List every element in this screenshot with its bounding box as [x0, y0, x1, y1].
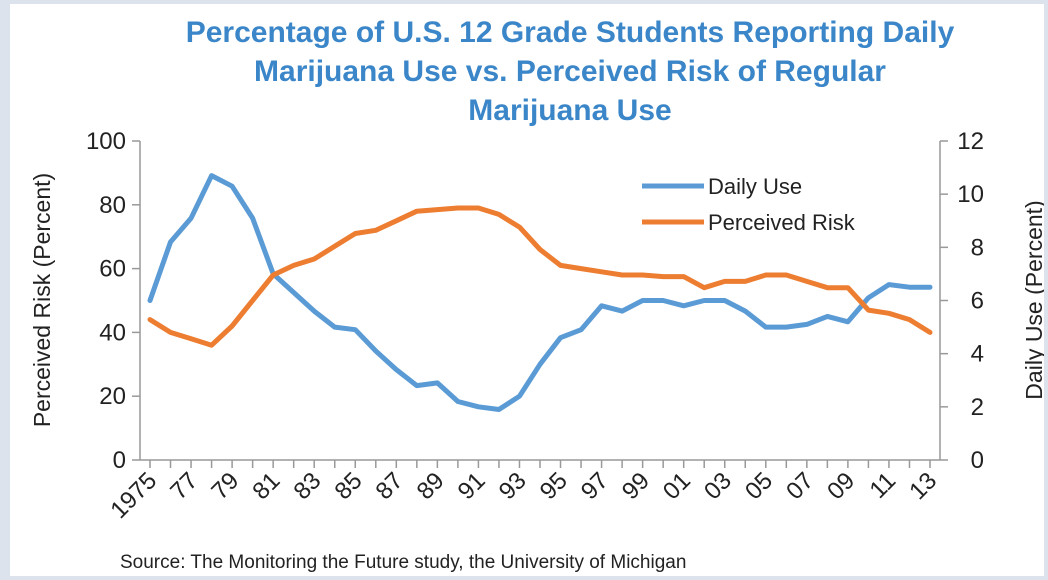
x-tick-label: 83 [288, 467, 326, 505]
chart-title: Percentage of U.S. 12 Grade Students Rep… [186, 16, 955, 127]
y-tick-label: 80 [99, 192, 126, 219]
chart-frame: Percentage of U.S. 12 Grade Students Rep… [10, 4, 1044, 576]
series-line-daily-use [147, 173, 933, 412]
y2-axis-title: Daily Use (Percent) [1021, 200, 1044, 399]
x-tick-label: 77 [165, 467, 203, 505]
title-line-2: Marijuana Use vs. Perceived Risk of Regu… [254, 55, 886, 88]
y2-tick-label: 0 [971, 447, 984, 474]
y-tick-label: 100 [86, 128, 126, 155]
x-tick-label: 01 [658, 467, 696, 505]
x-tick-label: 91 [453, 467, 491, 505]
x-tick-label: 99 [617, 467, 655, 505]
x-tick-label: 93 [494, 467, 532, 505]
x-tick-label: 89 [412, 467, 450, 505]
x-tick-label: 87 [371, 467, 409, 505]
legend-label-perceived-risk: Perceived Risk [708, 210, 856, 235]
legend: Daily Use Perceived Risk [642, 174, 856, 235]
title-line-1: Percentage of U.S. 12 Grade Students Rep… [186, 16, 955, 49]
y-tick-label: 0 [113, 447, 126, 474]
source-note: Source: The Monitoring the Future study,… [120, 552, 686, 573]
y-axis-title: Perceived Risk (Percent) [29, 173, 55, 427]
chart: Percentage of U.S. 12 Grade Students Rep… [29, 16, 1044, 573]
y2-tick-label: 10 [957, 181, 984, 208]
series-line-perceived-risk [147, 205, 933, 348]
y-tick-label: 40 [99, 319, 126, 346]
y2-tick-label: 8 [971, 234, 984, 261]
x-tick-label: 11 [864, 467, 901, 504]
x-tick-label: 79 [206, 467, 244, 505]
x-tick-label: 95 [535, 467, 573, 505]
y2-tick-label: 2 [971, 394, 984, 421]
y2-tick-label: 4 [971, 341, 984, 368]
y2-tick-label: 6 [971, 288, 984, 315]
x-tick-label: 81 [247, 467, 285, 505]
plot-area [147, 173, 933, 412]
x-tick-label: 07 [781, 467, 819, 505]
x-tick-label: 1975 [105, 467, 162, 524]
x-tick-label: 09 [822, 467, 860, 505]
x-tick-label: 85 [330, 467, 368, 505]
title-line-3: Marijuana Use [468, 94, 671, 127]
y-tick-label: 60 [99, 256, 126, 283]
x-tick-label: 13 [904, 467, 942, 505]
x-tick-label: 97 [576, 467, 614, 505]
x-tick-label: 03 [699, 467, 737, 505]
y-tick-label: 20 [99, 383, 126, 410]
legend-label-daily-use: Daily Use [708, 174, 802, 199]
y2-tick-label: 12 [957, 128, 984, 155]
x-tick-label: 05 [740, 467, 778, 505]
